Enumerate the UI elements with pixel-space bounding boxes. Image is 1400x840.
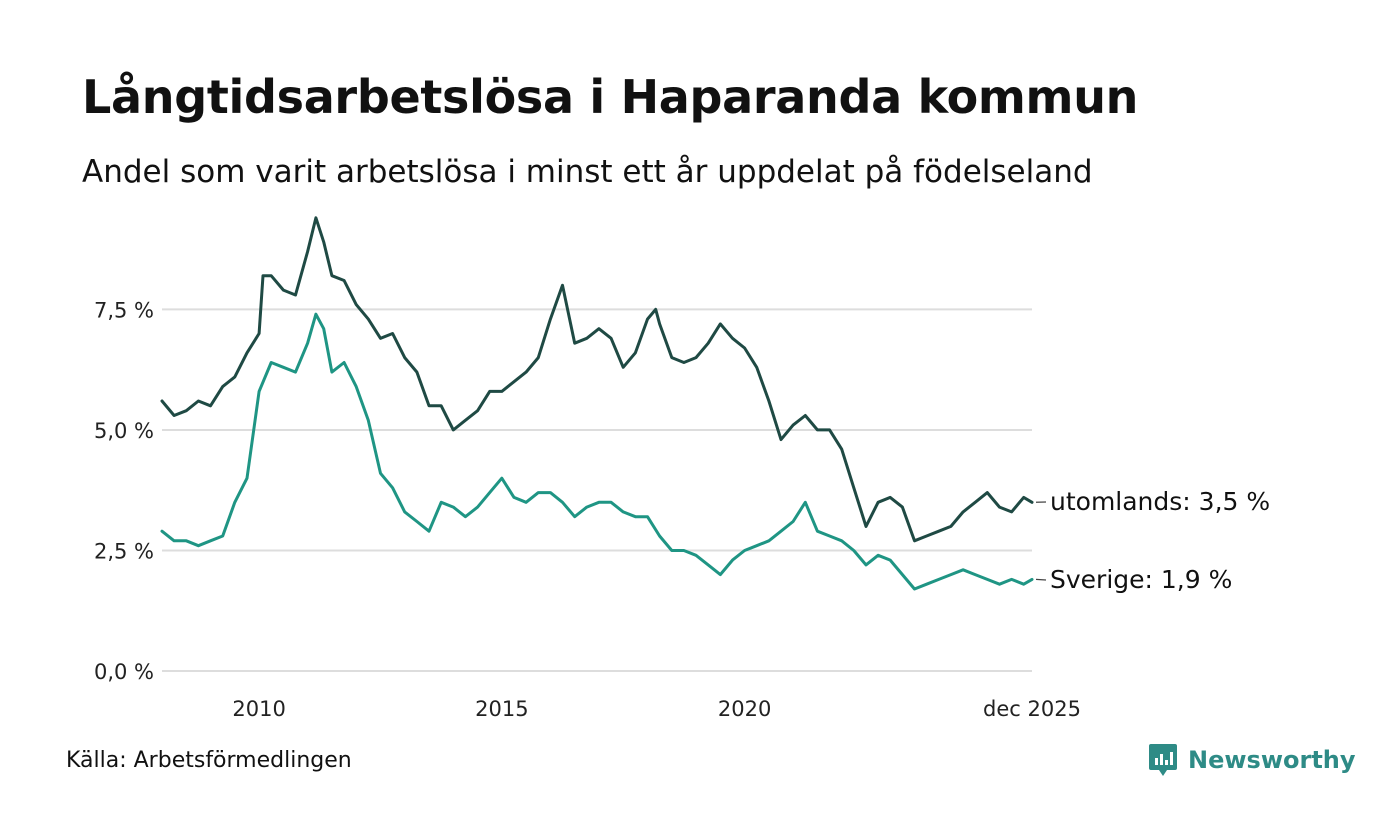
series-label-utomlands: utomlands: 3,5 % (1050, 487, 1270, 516)
grid-lines (162, 308, 1032, 672)
brand-name: Newsworthy (1188, 746, 1356, 774)
y-tick-label: 0,0 % (94, 660, 154, 684)
x-tick-label: 2020 (718, 697, 771, 721)
series-lines (160, 216, 1034, 591)
brand-logo[interactable]: Newsworthy (1148, 742, 1356, 778)
x-axis-ticks: 2010 2015 2020 dec 2025 (232, 697, 1081, 721)
y-tick-label: 5,0 % (94, 419, 154, 443)
y-tick-label: 2,5 % (94, 539, 154, 563)
bar-chart-icon (1149, 744, 1177, 776)
source-note: Källa: Arbetsförmedlingen (66, 748, 352, 773)
x-tick-label: dec 2025 (983, 697, 1081, 721)
y-axis-ticks: 0,0 % 2,5 % 5,0 % 7,5 % (94, 298, 154, 684)
x-tick-label: 2010 (232, 697, 285, 721)
chart-title: Långtidsarbetslösa i Haparanda kommun (82, 70, 1139, 124)
y-tick-label: 7,5 % (94, 298, 154, 322)
series-line-utomlands (160, 216, 1034, 543)
chart-subtitle: Andel som varit arbetslösa i minst ett å… (82, 154, 1093, 190)
series-label-sverige: Sverige: 1,9 % (1050, 565, 1232, 594)
series-line-sverige (160, 312, 1034, 591)
label-leader-line (1035, 578, 1047, 581)
x-tick-label: 2015 (475, 697, 528, 721)
series-end-labels: utomlands: 3,5 % Sverige: 1,9 % (1035, 487, 1270, 594)
